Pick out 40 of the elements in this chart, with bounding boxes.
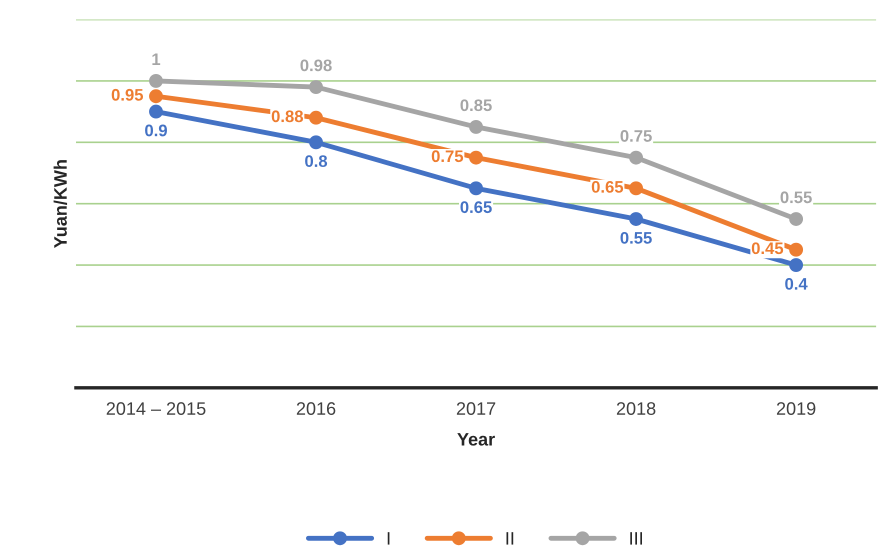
point bbox=[469, 150, 483, 165]
x-tick-label: 2014 – 2015 bbox=[106, 402, 206, 415]
x-axis-title: Year bbox=[457, 433, 495, 446]
data-label: 0.4 bbox=[785, 278, 808, 290]
data-label: 0.55 bbox=[780, 191, 812, 204]
point bbox=[789, 212, 804, 226]
y-axis-title: Yuan/KWh bbox=[54, 160, 68, 248]
point bbox=[469, 120, 483, 134]
data-label: 0.55 bbox=[620, 232, 652, 244]
data-label: 0.45 bbox=[752, 242, 784, 254]
data-label: 0.9 bbox=[145, 124, 167, 136]
data-label: 0.88 bbox=[272, 110, 304, 122]
point bbox=[149, 89, 163, 104]
point bbox=[309, 135, 323, 150]
data-label: 0.95 bbox=[112, 88, 144, 101]
x-tick-label: 2019 bbox=[776, 402, 816, 415]
x-tick-label: 2016 bbox=[296, 402, 336, 415]
x-tick-label: 2018 bbox=[616, 402, 656, 415]
data-label: 0.65 bbox=[460, 201, 492, 214]
x-tick-label: 2017 bbox=[456, 402, 496, 415]
point bbox=[629, 181, 644, 196]
point bbox=[149, 74, 163, 88]
point bbox=[629, 150, 644, 165]
point bbox=[469, 181, 483, 196]
point bbox=[789, 258, 804, 272]
data-label: 0.85 bbox=[460, 99, 492, 112]
point bbox=[309, 80, 323, 94]
data-label: 1 bbox=[152, 53, 160, 65]
point bbox=[789, 242, 804, 257]
data-label: 0.65 bbox=[592, 180, 624, 193]
point bbox=[629, 212, 644, 226]
legend-label: I bbox=[388, 532, 390, 545]
data-label: 0.75 bbox=[620, 130, 652, 142]
legend-label: III bbox=[630, 532, 642, 545]
data-label: 0.8 bbox=[305, 155, 328, 168]
data-label: 0.98 bbox=[300, 59, 332, 72]
point bbox=[149, 104, 163, 119]
legend-label: II bbox=[506, 532, 514, 545]
data-label: 0.75 bbox=[432, 150, 464, 162]
point bbox=[309, 110, 323, 125]
